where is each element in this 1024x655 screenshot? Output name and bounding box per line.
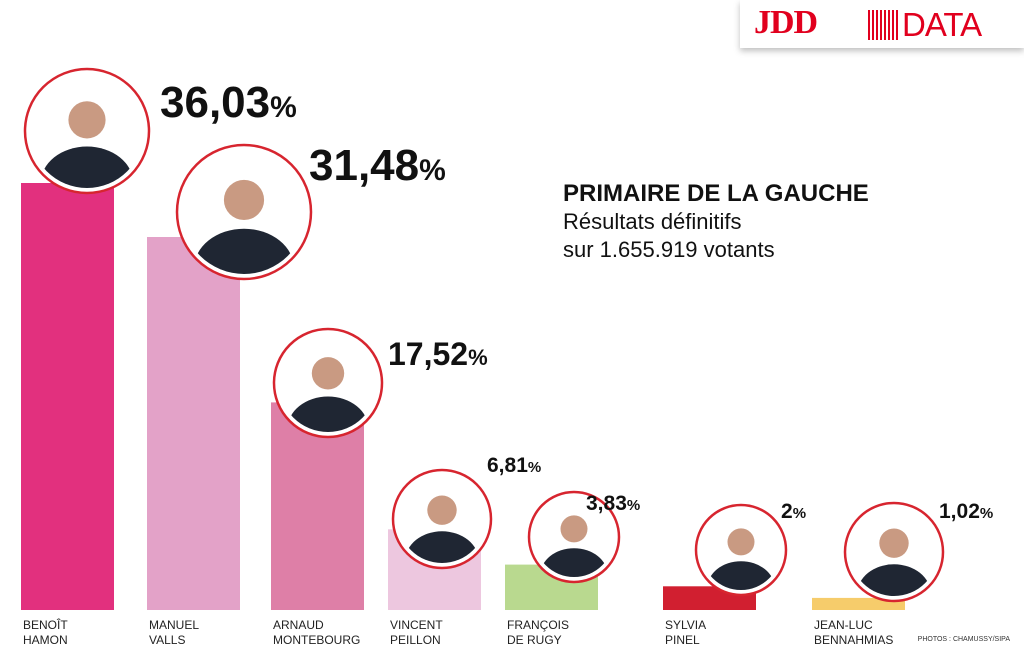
brand-suffix: DATA	[902, 6, 982, 43]
person-body-icon-5	[540, 548, 608, 577]
candidate-name-line: HAMON	[23, 633, 68, 647]
value-label-6: 2%	[781, 500, 806, 523]
candidate-name-6: SYLVIA PINEL	[665, 618, 706, 648]
person-head-icon-4	[427, 495, 457, 525]
value-label-7: 1,02%	[939, 500, 993, 523]
portrait-2	[175, 143, 313, 281]
candidate-name-line: JEAN-LUC	[814, 618, 873, 632]
value-unit-4: %	[528, 459, 541, 476]
chart-subtitle-line-2: sur 1.655.919 votants	[563, 237, 775, 262]
value-unit-6: %	[793, 505, 806, 522]
candidate-name-line: SYLVIA	[665, 618, 707, 632]
candidate-name-line: BENNAHMIAS	[814, 633, 894, 647]
candidate-name-line: MANUEL	[149, 618, 200, 632]
value-number-2: 31,48	[309, 141, 419, 190]
value-unit-7: %	[980, 505, 993, 522]
value-unit-1: %	[270, 91, 297, 124]
portrait-4	[391, 468, 493, 570]
chart-heading: PRIMAIRE DE LA GAUCHE Résultats définiti…	[563, 180, 869, 264]
candidate-name-line: BENOÎT	[23, 618, 68, 632]
value-number-4: 6,81	[487, 454, 528, 477]
candidate-name-line: FRANÇOIS	[507, 618, 570, 632]
value-number-5: 3,83	[586, 492, 627, 515]
candidate-name-1: BENOÎT HAMON	[23, 618, 68, 648]
person-head-icon-2	[223, 179, 265, 221]
candidate-name-3: ARNAUD MONTEBOURG	[273, 618, 360, 648]
chart-title: PRIMAIRE DE LA GAUCHE	[563, 180, 869, 207]
candidate-name-line: VALLS	[149, 633, 186, 647]
candidate-name-line: ARNAUD	[273, 618, 324, 632]
brand-logo-text: JDD	[754, 4, 818, 41]
candidate-name-5: FRANÇOIS DE RUGY	[507, 618, 569, 648]
candidate-name-line: VINCENT	[390, 618, 443, 632]
value-number-3: 17,52	[388, 336, 468, 372]
value-label-1: 36,03%	[160, 78, 297, 127]
portrait-1	[23, 67, 151, 195]
bar-7	[812, 597, 905, 610]
person-body-icon-4	[405, 531, 479, 563]
person-body-icon-1	[40, 146, 134, 188]
person-body-icon-2	[193, 228, 295, 274]
value-label-5: 3,83%	[586, 492, 640, 515]
candidate-name-2: MANUEL VALLS	[149, 618, 199, 648]
person-head-icon-5	[560, 515, 588, 543]
value-unit-3: %	[468, 345, 488, 370]
person-body-icon-6	[707, 561, 775, 590]
person-head-icon-1	[68, 101, 106, 139]
jdd-data-logo: JDD DATA	[740, 0, 1024, 48]
value-label-3: 17,52%	[388, 336, 488, 372]
portrait-5	[527, 490, 621, 584]
candidate-name-line: DE RUGY	[507, 633, 562, 647]
candidate-name-line: PEILLON	[390, 633, 441, 647]
bar-1	[21, 183, 114, 610]
person-head-icon-3	[311, 357, 345, 390]
value-number-1: 36,03	[160, 78, 270, 127]
portrait-3	[272, 327, 384, 439]
bar-2	[147, 237, 240, 610]
candidate-name-7: JEAN-LUC BENNAHMIAS	[814, 618, 893, 648]
person-head-icon-6	[727, 528, 755, 556]
candidate-name-line: MONTEBOURG	[273, 633, 361, 647]
value-unit-5: %	[627, 497, 640, 514]
value-label-2: 31,48%	[309, 141, 446, 190]
person-body-icon-7	[857, 564, 931, 596]
value-number-7: 1,02	[939, 500, 980, 523]
photo-credit: PHOTOS : CHAMUSSY/SIPA	[917, 636, 1010, 643]
value-label-4: 6,81%	[487, 454, 541, 477]
value-number-6: 2	[781, 500, 793, 523]
person-body-icon-3	[287, 396, 369, 432]
barcode-icon	[868, 10, 898, 40]
person-head-icon-7	[879, 528, 909, 558]
portrait-7	[843, 501, 945, 603]
value-unit-2: %	[419, 154, 446, 187]
chart-subtitle-line-1: Résultats définitifs	[563, 209, 742, 234]
portrait-6	[694, 503, 788, 597]
candidate-name-line: PINEL	[665, 633, 700, 647]
candidate-name-4: VINCENT PEILLON	[390, 618, 443, 648]
